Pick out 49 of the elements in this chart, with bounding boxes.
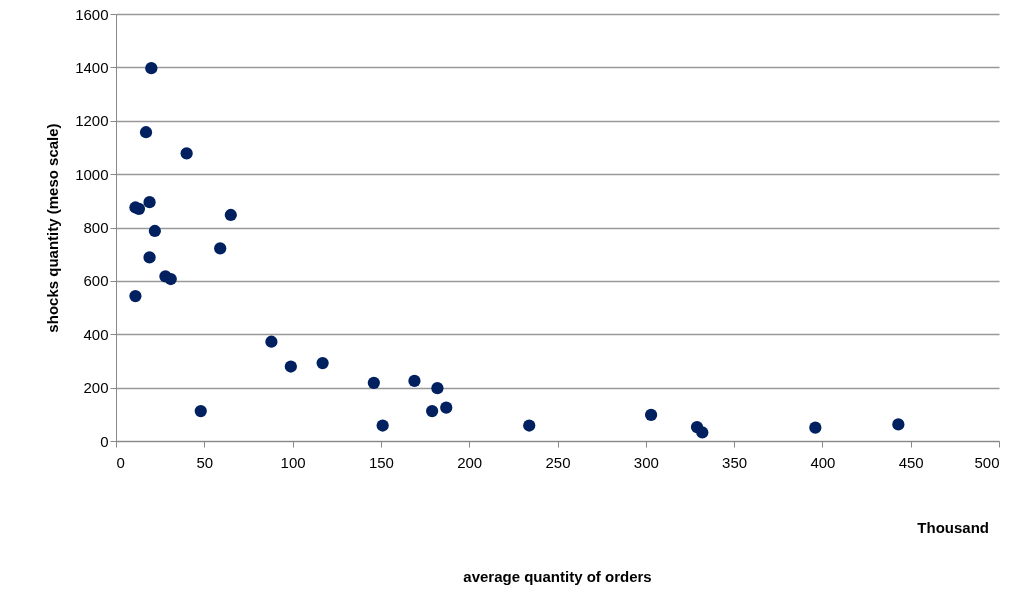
point	[194, 405, 207, 418]
x-tick-label: 350	[722, 453, 748, 471]
text: Thousand	[917, 519, 989, 536]
x-tick-label: 150	[368, 453, 394, 471]
point	[523, 419, 536, 432]
point	[408, 374, 421, 388]
point	[164, 272, 177, 286]
x-tick-label: 50	[196, 453, 214, 471]
point	[224, 208, 237, 222]
y-tick-label: 0	[100, 432, 109, 450]
point	[132, 202, 146, 215]
point	[129, 289, 142, 303]
y-tick-label: 200	[83, 379, 109, 397]
y-axis-title: shocks quantity (meso scale)	[44, 123, 62, 333]
y-tick-label: 1200	[75, 112, 109, 130]
point	[644, 408, 658, 421]
point	[809, 421, 822, 434]
text: average quantity of orders	[463, 568, 652, 585]
point	[284, 360, 297, 373]
x-tick-label: 0	[116, 453, 125, 471]
x-tick-label: 300	[633, 453, 659, 471]
point	[148, 224, 161, 238]
y-tick-label: 1400	[75, 58, 109, 76]
y-tick-label: 600	[83, 272, 109, 290]
y-tick-label: 800	[83, 219, 109, 236]
point	[431, 382, 444, 395]
point	[180, 147, 193, 160]
point	[145, 62, 158, 75]
point	[440, 401, 453, 414]
point	[425, 405, 439, 418]
x-tick-label: 500	[974, 453, 1000, 471]
point	[696, 426, 709, 439]
point	[367, 376, 380, 389]
x-tick-label: 250	[545, 453, 571, 471]
point	[143, 196, 156, 209]
point	[316, 356, 329, 370]
point	[143, 251, 156, 264]
point	[214, 242, 227, 255]
x-tick-label: 400	[810, 453, 836, 471]
point	[265, 335, 278, 348]
point	[139, 126, 153, 139]
x-tick-label: 200	[457, 453, 483, 471]
x-tick-label: 450	[898, 453, 924, 471]
point	[376, 419, 389, 432]
y-tick-label: 400	[83, 325, 109, 343]
y-tick-label: 1000	[75, 165, 109, 183]
x-tick-label: 100	[280, 453, 306, 471]
point	[892, 418, 905, 431]
y-tick-label: 1600	[75, 5, 109, 23]
